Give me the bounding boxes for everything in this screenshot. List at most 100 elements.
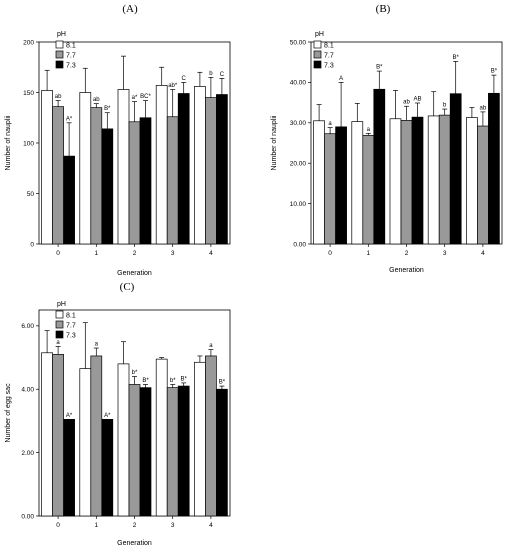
bar-ph-8-1-gen-1 — [79, 92, 92, 245]
x-tick-label: 1 — [94, 250, 98, 257]
significance-label: C — [182, 76, 187, 82]
x-tick-label: 3 — [171, 522, 175, 529]
legend-entry-label: 7.7 — [66, 52, 76, 59]
bar-ph-7-7-gen-0 — [52, 106, 64, 245]
legend-entry-label: 8.1 — [324, 42, 334, 49]
bar-ph-7-3-gen-1 — [101, 128, 114, 245]
significance-label: B* — [181, 376, 188, 382]
y-tick-label: 6.00 — [21, 323, 34, 330]
bar-ph-7-7-gen-3 — [166, 116, 179, 245]
x-axis-title: Generation — [389, 267, 424, 274]
bar-ph-8-1-gen-4 — [466, 117, 478, 245]
bar-ph-7-3-gen-4 — [488, 92, 500, 245]
y-axis-title: Number of egg sac — [5, 383, 12, 443]
significance-label: AB — [413, 97, 421, 103]
y-axis-title: Number of nauplii — [271, 115, 278, 170]
y-axis-title: Number of nauplii — [5, 115, 12, 170]
x-tick-label: 1 — [94, 522, 98, 529]
bar-ph-8-1-gen-2 — [117, 363, 130, 517]
significance-label: ab — [55, 94, 62, 100]
bar-ph-7-7-gen-3 — [438, 114, 451, 245]
significance-label: b — [209, 71, 213, 77]
bar-ph-7-3-gen-4 — [216, 388, 228, 517]
legend-title: pH — [57, 301, 66, 308]
legend-entry-label: 7.7 — [324, 52, 334, 59]
y-tick-label: 100 — [23, 140, 34, 147]
legend-swatch-7-3 — [313, 60, 322, 69]
significance-label: B* — [142, 378, 149, 384]
significance-label: a — [367, 127, 371, 133]
panel-label: (C) — [120, 281, 135, 293]
x-tick-label: 2 — [405, 250, 409, 257]
y-tick-label: 40.00 — [290, 80, 307, 87]
y-tick-label: 2.00 — [21, 450, 34, 457]
significance-label: a — [328, 121, 332, 127]
x-tick-label: 0 — [328, 250, 332, 257]
chart-panel-c: (C) 0.00 2.00 4.00 6.00 Number of egg sac 0 a A*… — [5, 281, 231, 547]
legend-entry-label: 8.1 — [66, 42, 76, 49]
x-tick-label: 4 — [209, 250, 213, 257]
significance-label: BC* — [140, 94, 151, 100]
significance-label: a — [209, 343, 213, 349]
x-tick-label: 3 — [443, 250, 447, 257]
chart-panel-a: (A) 0 50 100 150 200 Number of nauplii 0 ab A* 1 ab… — [5, 3, 231, 277]
bar-ph-7-3-gen-1 — [373, 88, 386, 245]
bar-ph-8-1-gen-2 — [389, 118, 402, 245]
bar-ph-7-3-gen-2 — [139, 117, 152, 245]
legend-entry-label: 7.3 — [324, 62, 334, 69]
significance-label: B* — [376, 65, 383, 71]
x-tick-label: 1 — [366, 250, 370, 257]
y-tick-label: 30.00 — [290, 120, 307, 127]
significance-label: ab — [403, 100, 410, 106]
significance-label: b* — [170, 378, 176, 384]
bar-ph-7-3-gen-3 — [449, 93, 462, 245]
significance-label: B* — [219, 380, 226, 386]
bar-ph-7-7-gen-4 — [205, 97, 217, 245]
bar-ph-7-7-gen-4 — [205, 355, 217, 517]
x-axis-title: Generation — [117, 270, 152, 277]
y-tick-label: 0.00 — [21, 513, 34, 520]
bar-ph-7-7-gen-1 — [362, 134, 375, 245]
bar-ph-7-3-gen-2 — [411, 116, 424, 245]
y-tick-label: 4.00 — [21, 387, 34, 394]
bar-ph-7-7-gen-4 — [477, 125, 489, 245]
legend-swatch-7-7 — [55, 50, 64, 59]
bar-ph-7-3-gen-3 — [177, 385, 190, 517]
significance-label: B* — [453, 55, 460, 61]
y-tick-label: 50.00 — [290, 39, 307, 46]
bar-ph-8-1-gen-4 — [194, 361, 206, 517]
legend-entry-label: 8.1 — [66, 312, 76, 319]
x-tick-label: 4 — [209, 522, 213, 529]
bar-ph-8-1-gen-1 — [351, 121, 364, 245]
y-tick-label: 50 — [27, 191, 35, 198]
y-tick-label: 0.00 — [293, 241, 306, 248]
panel-label: (B) — [376, 3, 391, 15]
significance-label: ab* — [168, 83, 178, 89]
bar-ph-8-1-gen-1 — [79, 368, 92, 517]
significance-label: a — [56, 340, 60, 346]
legend-swatch-7-3 — [55, 330, 64, 339]
bar-ph-8-1-gen-4 — [194, 86, 206, 245]
x-tick-label: 0 — [56, 522, 60, 529]
legend-swatch-7-3 — [55, 60, 64, 69]
y-tick-label: 20.00 — [290, 161, 307, 168]
bar-ph-7-7-gen-2 — [128, 384, 141, 517]
chart-panel-b: (B) 0.00 10.00 20.00 30.00 40.00 50.00 Number o… — [271, 3, 503, 274]
legend-swatch-7-7 — [55, 320, 64, 329]
bar-ph-7-7-gen-2 — [128, 121, 141, 245]
bar-ph-8-1-gen-0 — [313, 120, 325, 245]
significance-label: B* — [491, 69, 498, 75]
legend-entry-label: 7.7 — [66, 322, 76, 329]
significance-label: C — [220, 72, 225, 78]
legend-swatch-8-1 — [55, 310, 64, 319]
legend-swatch-8-1 — [313, 40, 322, 49]
significance-label: b — [443, 103, 447, 109]
legend-title: pH — [315, 31, 324, 38]
significance-label: ab — [480, 105, 487, 111]
bar-ph-7-3-gen-0 — [63, 418, 75, 517]
bar-ph-8-1-gen-3 — [427, 115, 440, 245]
bar-ph-7-7-gen-2 — [400, 120, 413, 245]
bar-ph-7-7-gen-0 — [324, 133, 336, 245]
legend-swatch-7-7 — [313, 50, 322, 59]
bar-ph-7-7-gen-3 — [166, 387, 179, 517]
